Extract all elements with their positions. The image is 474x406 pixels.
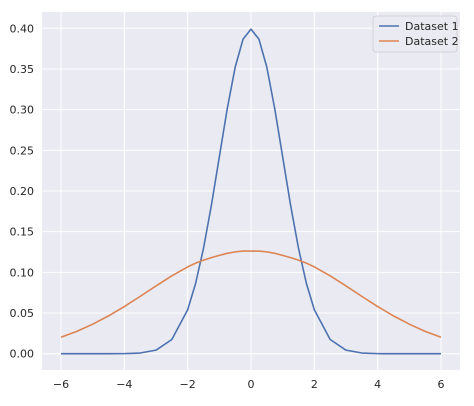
y-tick-label: 0.10: [10, 266, 35, 279]
x-tick-label: 0: [248, 378, 255, 391]
legend-box: [372, 15, 458, 53]
y-tick-label: 0.25: [10, 144, 35, 157]
y-tick-label: 0.35: [10, 63, 35, 76]
y-axis: 0.00 0.05 0.10 0.15 0.20 0.25 0.30 0.35 0.40: [10, 22, 35, 360]
series-line: [61, 28, 441, 355]
x-tick-label: 2: [311, 378, 318, 391]
x-tick-label: −2: [180, 378, 196, 391]
legend-label: Dataset 1: [405, 20, 459, 33]
y-tick-label: 0.05: [10, 307, 35, 320]
x-tick-label: −6: [53, 378, 69, 391]
legend-label: Dataset 2: [405, 35, 459, 48]
x-tick-label: −4: [116, 378, 132, 391]
y-tick-label: 0.15: [10, 226, 35, 239]
y-tick-label: 0.40: [10, 22, 35, 35]
y-tick-label: 0.30: [10, 104, 35, 117]
x-tick-label: 6: [438, 378, 445, 391]
series-group: [60, 28, 442, 355]
y-tick-label: 0.00: [10, 348, 35, 361]
series-line: [60, 250, 442, 338]
legend: Dataset 1 Dataset 2: [372, 15, 459, 53]
y-tick-label: 0.20: [10, 185, 35, 198]
x-tick-label: 4: [374, 378, 381, 391]
x-axis: −6 −4 −2 0 2 4 6: [53, 378, 445, 391]
